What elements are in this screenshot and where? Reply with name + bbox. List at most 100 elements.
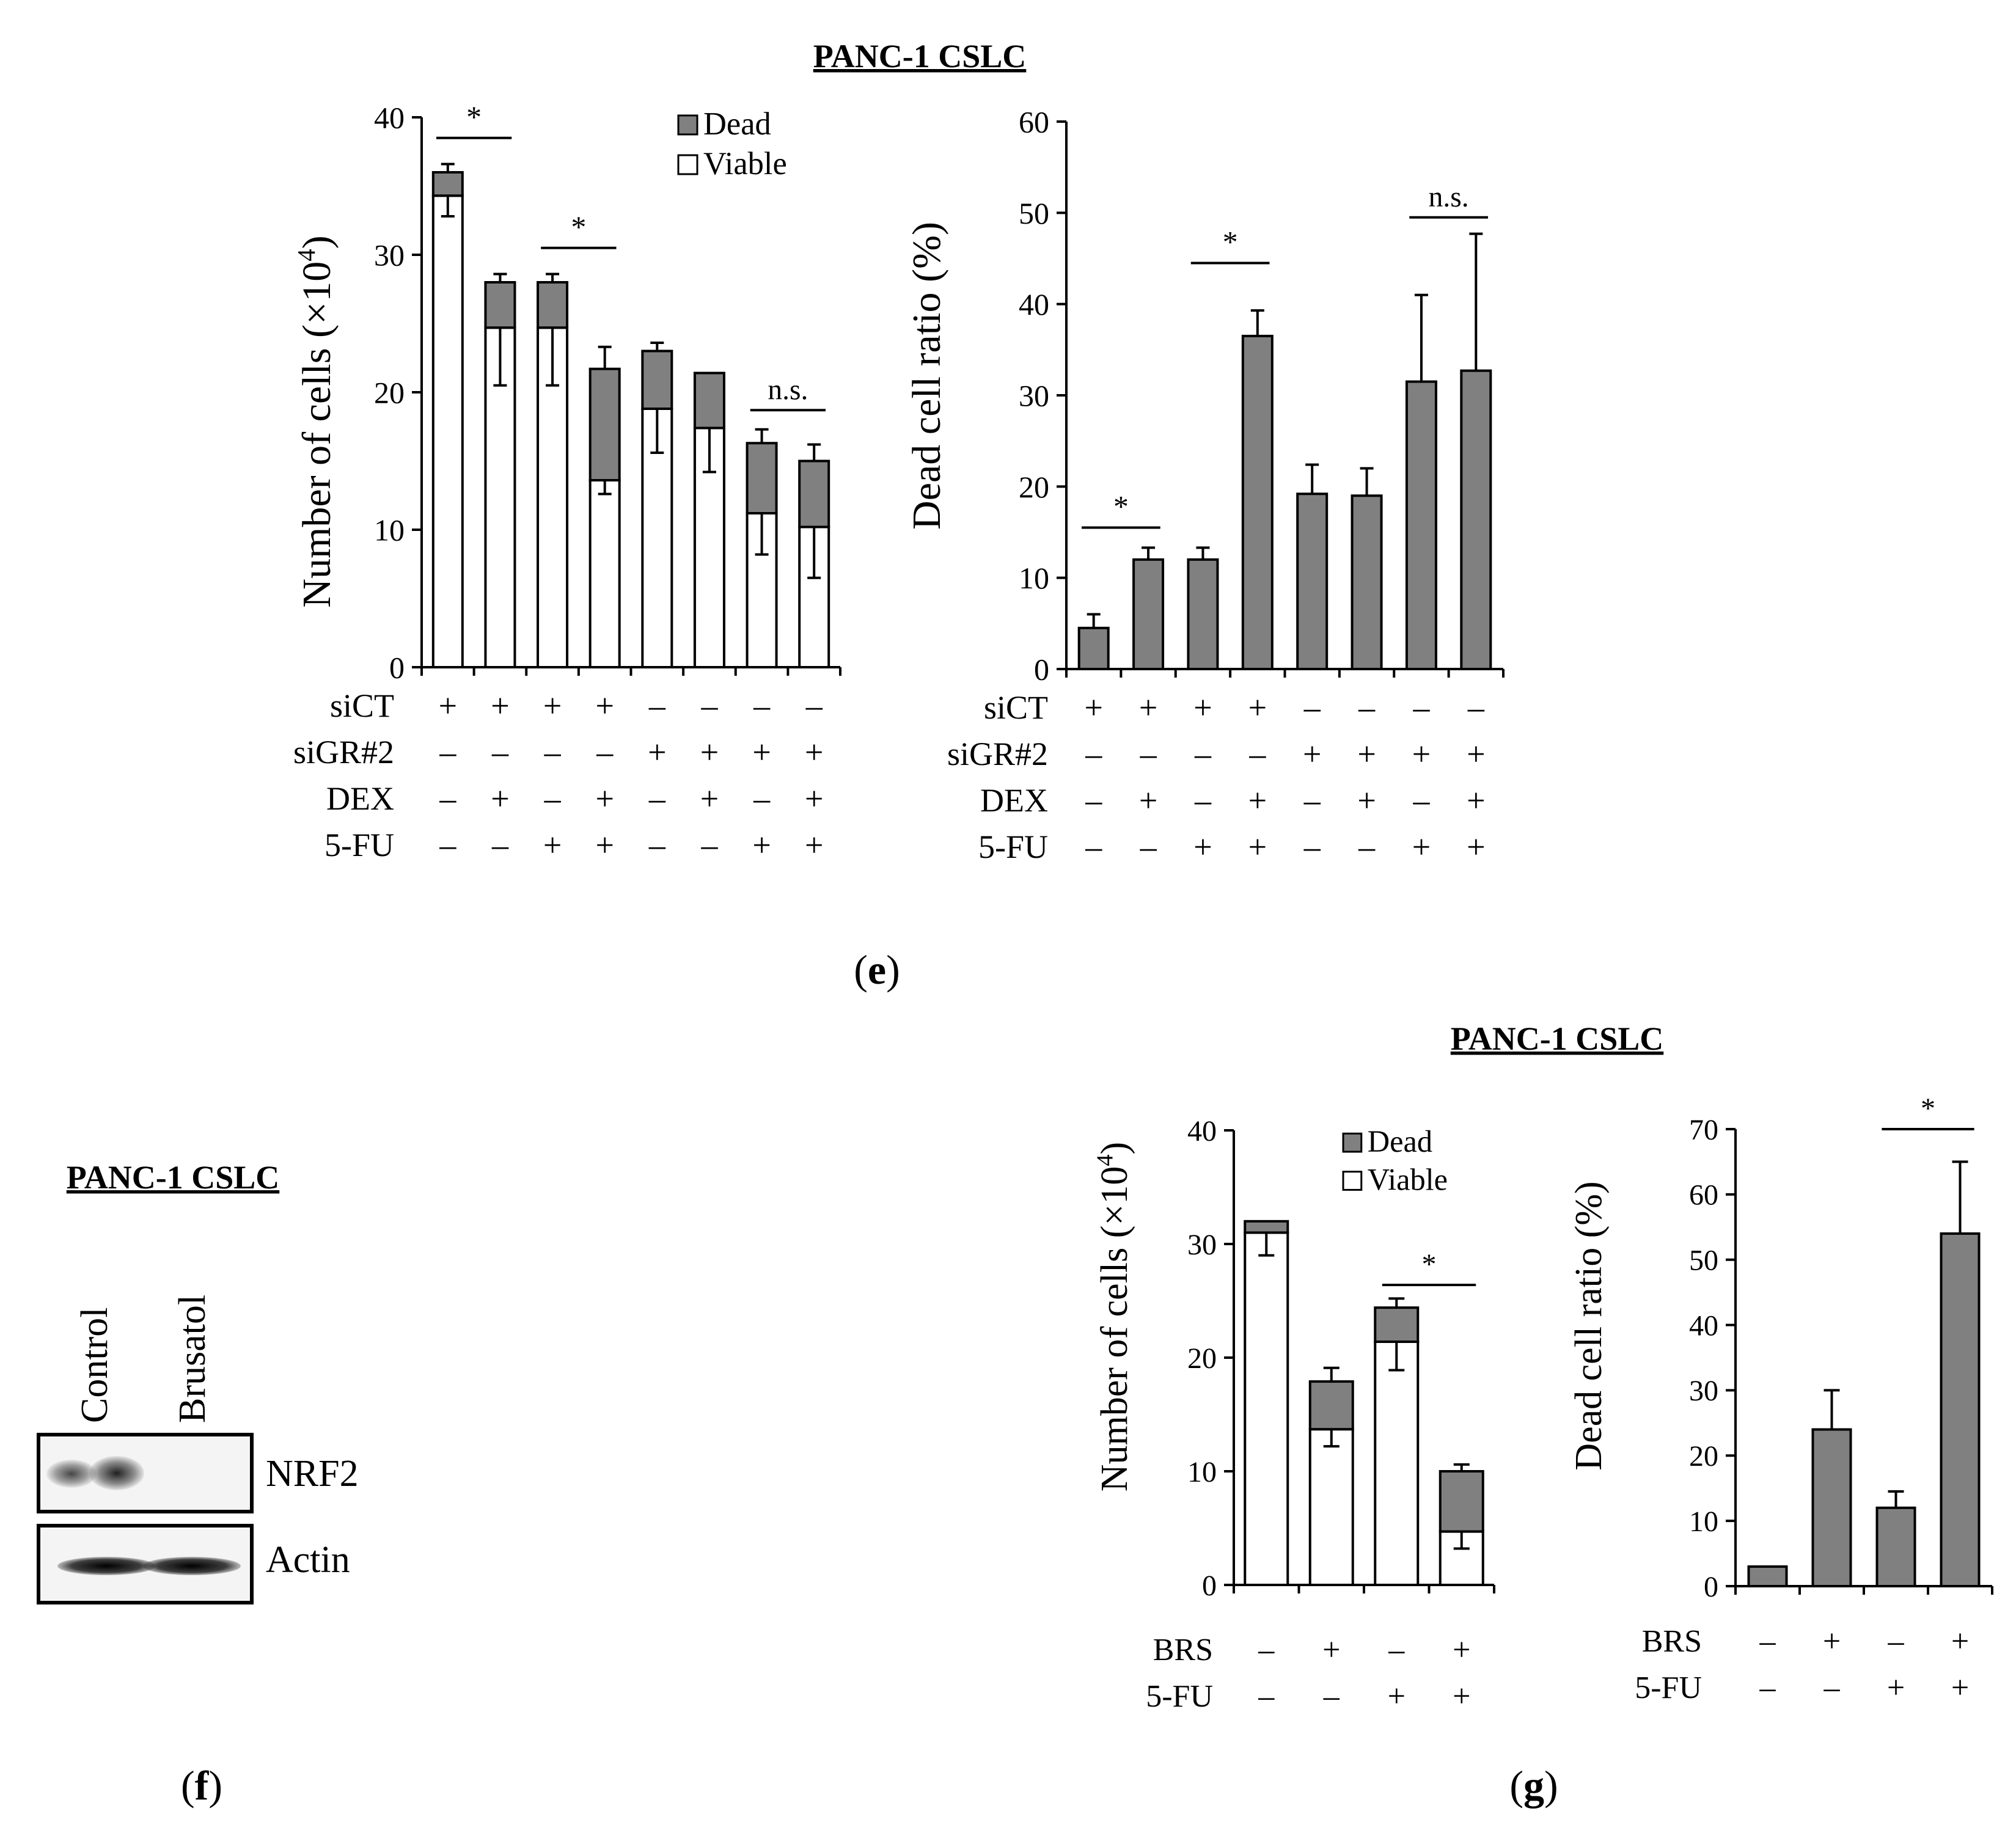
condition-cell: – xyxy=(1194,736,1212,772)
condition-cell: – xyxy=(648,827,666,863)
bar-dead xyxy=(1308,1380,1354,1431)
panel-g-cell-count-chart: 0 10 20 30 40 Number of cells (×104) * Dead Viab… xyxy=(1092,1115,1495,1602)
lane-label-brusatol: Brusatol xyxy=(172,1295,213,1423)
condition-cell: + xyxy=(491,780,509,817)
y-tick-label: 10 xyxy=(1689,1506,1718,1538)
condition-cell: + xyxy=(1193,829,1212,865)
condition-cell: – xyxy=(1323,1679,1340,1714)
y-tick-label: 20 xyxy=(374,376,405,410)
legend-swatch-viable xyxy=(1342,1171,1363,1191)
condition-cell: + xyxy=(1412,829,1431,865)
lane-label-control: Control xyxy=(74,1308,115,1423)
protein-label-actin: Actin xyxy=(266,1539,350,1581)
significance-label: * xyxy=(1223,224,1238,258)
y-axis-label-exponent: 4 xyxy=(1092,1154,1118,1166)
legend-label-dead: Dead xyxy=(1368,1124,1432,1158)
condition-cell: – xyxy=(1888,1624,1905,1659)
condition-cell: – xyxy=(700,687,718,724)
condition-cell: + xyxy=(1467,782,1485,819)
band-actin-control xyxy=(57,1557,155,1575)
bar xyxy=(1132,558,1165,670)
y-tick-label: 60 xyxy=(1019,105,1049,139)
y-tick-label: 20 xyxy=(1019,470,1049,504)
condition-cell: + xyxy=(1467,736,1485,772)
y-axis-label: Dead cell ratio (%) xyxy=(904,222,949,530)
y-tick-label: 70 xyxy=(1689,1114,1718,1146)
bar-viable xyxy=(693,426,725,668)
condition-cell: + xyxy=(1322,1633,1340,1667)
condition-cell: + xyxy=(1248,782,1267,819)
bar-dead xyxy=(1374,1306,1420,1343)
y-tick-label: 60 xyxy=(1689,1179,1718,1212)
condition-cell: + xyxy=(1357,736,1376,772)
band-nrf2-control-left xyxy=(46,1460,97,1488)
band-nrf2-control-right xyxy=(89,1456,144,1490)
condition-cell: – xyxy=(1140,736,1157,772)
condition-cell: – xyxy=(1303,782,1321,819)
condition-row-label: DEX xyxy=(326,780,394,817)
legend-swatch-dead xyxy=(1342,1132,1363,1153)
y-axis-label-exponent: 4 xyxy=(293,249,320,261)
condition-cell: + xyxy=(1453,1679,1470,1714)
condition-cell: + xyxy=(752,734,771,770)
y-axis-label: Dead cell ratio (%) xyxy=(1568,1181,1610,1470)
condition-cell: – xyxy=(544,780,562,817)
y-axis-label-end: ) xyxy=(295,235,339,249)
condition-cell: – xyxy=(439,734,456,770)
bar-viable xyxy=(1308,1428,1354,1586)
condition-cell: + xyxy=(1453,1633,1470,1667)
condition-cell: + xyxy=(1248,689,1267,726)
condition-cell: + xyxy=(700,734,719,770)
blot-nrf2 xyxy=(37,1433,254,1513)
bar xyxy=(1811,1428,1852,1588)
condition-cell: + xyxy=(595,687,614,724)
bar-viable xyxy=(1374,1340,1420,1586)
bar-dead xyxy=(798,459,830,529)
condition-cell: + xyxy=(1887,1670,1905,1705)
y-tick-label: 10 xyxy=(374,513,405,547)
condition-cell: – xyxy=(753,687,771,724)
bar xyxy=(1296,492,1329,671)
condition-cell: – xyxy=(491,827,509,863)
y-axis-label: Number of cells (×104) xyxy=(293,235,339,607)
y-axis-label-main: Number of cells (×10 xyxy=(1094,1166,1135,1492)
condition-cell: – xyxy=(439,827,456,863)
y-tick-label: 30 xyxy=(1187,1229,1217,1261)
condition-row-label: BRS xyxy=(1642,1624,1702,1659)
significance-label: * xyxy=(466,100,482,134)
bar-viable xyxy=(588,479,621,668)
condition-cell: + xyxy=(700,780,719,817)
y-tick-label: 40 xyxy=(1689,1309,1718,1342)
condition-cell: – xyxy=(1085,782,1102,819)
legend-swatch-viable xyxy=(677,154,698,175)
condition-cell: + xyxy=(1388,1679,1406,1714)
y-tick-label: 40 xyxy=(1019,287,1049,321)
condition-cell: + xyxy=(1823,1624,1841,1659)
condition-row-label: BRS xyxy=(1153,1633,1213,1667)
condition-cell: + xyxy=(1139,782,1157,819)
bar-viable xyxy=(1244,1231,1289,1586)
legend-swatch-dead xyxy=(677,114,698,136)
condition-cell: – xyxy=(1258,1679,1275,1714)
condition-cell: – xyxy=(1759,1624,1776,1659)
condition-row-label: siGR#2 xyxy=(293,734,394,770)
condition-cell: + xyxy=(805,827,823,863)
condition-cell: – xyxy=(700,827,718,863)
condition-cell: – xyxy=(1194,782,1212,819)
bar xyxy=(1405,380,1437,670)
panel-f-title: PANC-1 CSLC xyxy=(67,1159,280,1196)
bar xyxy=(1077,626,1110,671)
condition-cell: – xyxy=(1358,689,1376,726)
significance-label: * xyxy=(1422,1248,1437,1281)
condition-cell: + xyxy=(595,827,614,863)
bar-dead xyxy=(746,442,778,514)
panel-g-letter: g xyxy=(1523,1762,1544,1809)
condition-cell: – xyxy=(1759,1670,1776,1705)
condition-cell: + xyxy=(1467,829,1485,865)
condition-cell: – xyxy=(753,780,771,817)
y-tick-label: 10 xyxy=(1019,561,1049,595)
y-tick-label: 0 xyxy=(389,651,405,685)
condition-cell: + xyxy=(1139,689,1157,726)
legend-label-viable: Viable xyxy=(1368,1162,1448,1196)
